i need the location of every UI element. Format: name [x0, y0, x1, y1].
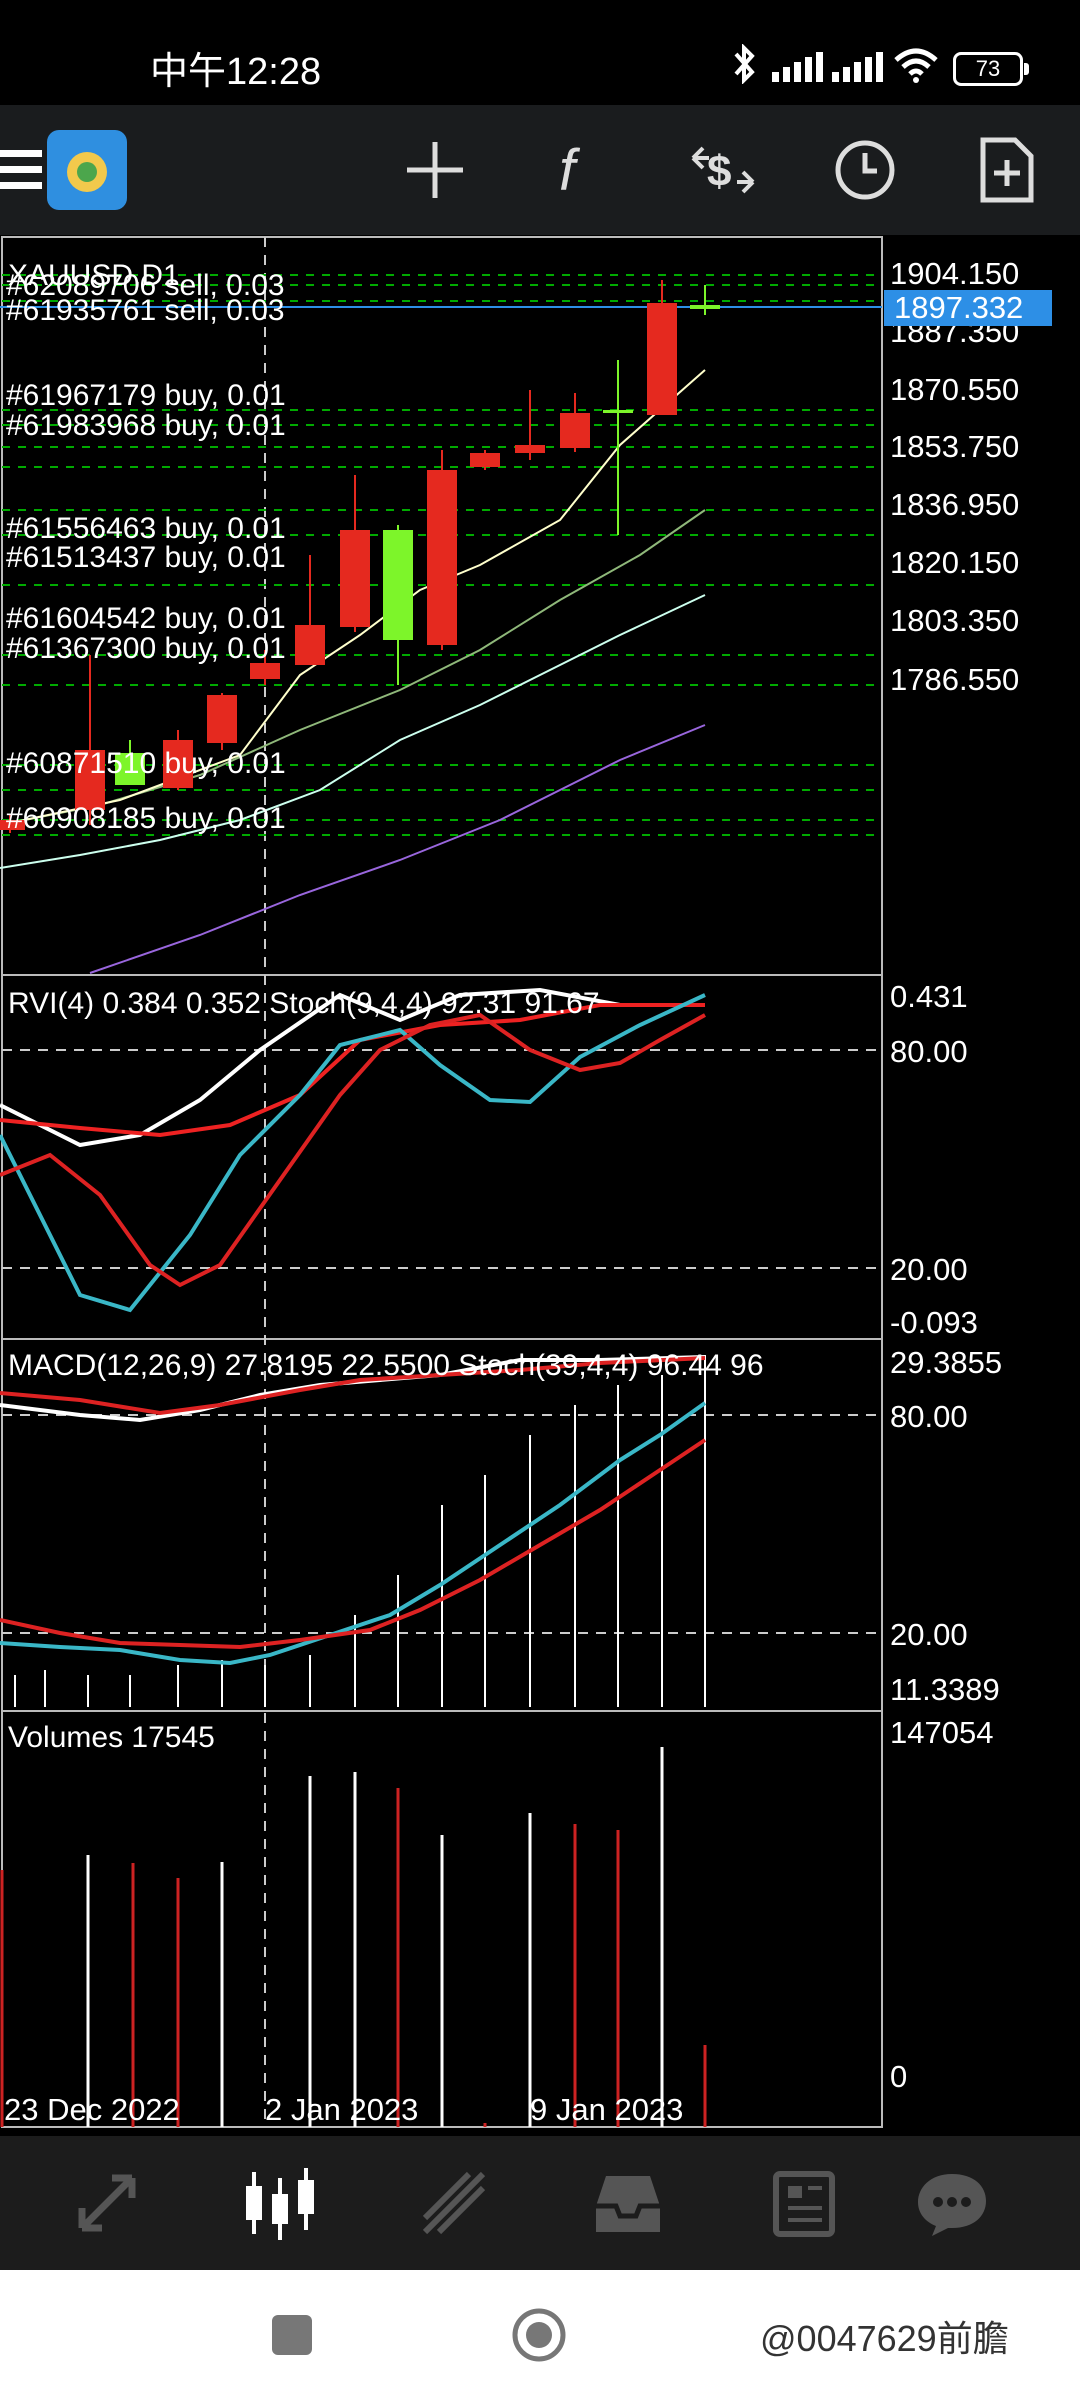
order-label: #61967179 buy, 0.01	[6, 379, 286, 412]
price-tick: 1904.150	[890, 256, 1019, 291]
rvi-tick: 20.00	[890, 1252, 968, 1287]
current-price-box	[884, 290, 1052, 326]
candle-body	[75, 750, 105, 810]
order-label: #60908185 buy, 0.01	[6, 802, 286, 835]
order-label: #61513437 buy, 0.01	[6, 541, 286, 574]
order-label: #61367300 buy, 0.01	[6, 632, 286, 665]
chat-icon[interactable]	[902, 2154, 1002, 2254]
price-tick: 1870.550	[890, 372, 1019, 407]
order-label: #61556463 buy, 0.01	[6, 512, 286, 545]
svg-text:f: f	[559, 138, 581, 202]
dollar-arrows-icon[interactable]: $	[680, 127, 766, 213]
toolbar: f $	[0, 105, 1080, 235]
macd-tick: 80.00	[890, 1399, 968, 1434]
candle-body	[340, 530, 370, 627]
battery-icon: 73	[953, 52, 1029, 86]
chart-area[interactable]: XAUUSD,D1 #62089706 sell, 0.03 #61935761 …	[0, 235, 1080, 2135]
volume-label: Volumes 17545	[8, 1721, 215, 1754]
x-axis-date: 9 Jan 2023	[530, 2092, 683, 2127]
candle-body	[115, 753, 145, 785]
candle-body	[0, 820, 25, 830]
order-label: #62089706 sell, 0.03	[6, 269, 285, 302]
android-nav-bar: @0047629前膽	[0, 2270, 1080, 2400]
macd-tick: 11.3389	[890, 1672, 1000, 1707]
macd-label: MACD(12,26,9) 27.8195 22.5500 Stoch(39,4…	[8, 1349, 764, 1382]
x-axis-date: 2 Jan 2023	[265, 2092, 418, 2127]
candle-body	[647, 303, 677, 415]
svg-text:$: $	[707, 147, 731, 196]
order-label: #61935761 sell, 0.03	[6, 294, 285, 327]
candle-body	[470, 453, 500, 467]
crosshair-icon[interactable]	[392, 127, 478, 213]
price-tick: 1853.750	[890, 429, 1019, 464]
price-tick: 1820.150	[890, 545, 1019, 580]
order-label: #61604542 buy, 0.01	[6, 602, 286, 635]
history-icon[interactable]	[578, 2154, 678, 2254]
price-tick: 1836.950	[890, 487, 1019, 522]
rvi-label: RVI(4) 0.384 0.352 Stoch(9,4,4) 92.31 91…	[8, 987, 600, 1020]
trade-icon[interactable]	[405, 2154, 505, 2254]
candle-body	[690, 305, 720, 309]
chart-icon[interactable]	[230, 2154, 330, 2254]
candle-body	[560, 413, 590, 448]
candle-body	[295, 625, 325, 665]
rvi-tick: -0.093	[890, 1305, 978, 1340]
price-tick: 1803.350	[890, 603, 1019, 638]
indicator-f-icon[interactable]: f	[533, 127, 619, 213]
signal-icon	[772, 52, 823, 82]
wifi-icon	[892, 46, 940, 84]
x-axis-date: 23 Dec 2022	[4, 2092, 180, 2127]
order-label: #60871510 buy, 0.01	[6, 747, 286, 780]
macd-tick: 29.3855	[890, 1345, 1002, 1380]
candle-body	[250, 663, 280, 679]
macd-tick: 20.00	[890, 1617, 968, 1652]
rvi-tick: 80.00	[890, 1034, 968, 1069]
watermark-text: @0047629前膽	[760, 2318, 1009, 2359]
price-chart[interactable]: XAUUSD,D1 #62089706 sell, 0.03#61935761 …	[0, 235, 1080, 2135]
candle-body	[427, 470, 457, 645]
signal-icon	[832, 52, 883, 82]
candle-body	[383, 530, 413, 640]
square-button-icon[interactable]	[272, 2315, 312, 2355]
order-label: #61983968 buy, 0.01	[6, 409, 286, 442]
candle-body	[207, 695, 237, 743]
home-circle-icon[interactable]	[511, 2307, 567, 2363]
price-tick: 1786.550	[890, 662, 1019, 697]
add-document-icon[interactable]	[964, 127, 1050, 213]
status-bar: 中午12:28 73	[0, 0, 1080, 105]
candle-body	[603, 410, 633, 413]
candle-body	[515, 445, 545, 453]
metatrader-logo-icon[interactable]	[44, 127, 130, 213]
news-icon[interactable]	[752, 2154, 852, 2254]
quotes-icon[interactable]	[58, 2154, 158, 2254]
bluetooth-icon	[730, 43, 760, 85]
volume-tick: 147054	[890, 1715, 993, 1750]
current-price-label: 1897.332	[894, 290, 1023, 325]
rvi-tick: 0.431	[890, 979, 968, 1014]
volume-tick: 0	[890, 2059, 907, 2094]
menu-icon[interactable]	[0, 127, 66, 213]
status-time: 中午12:28	[150, 51, 322, 93]
clock-icon[interactable]	[822, 127, 908, 213]
bottom-nav	[0, 2136, 1080, 2270]
symbol-label: XAUUSD,D1	[8, 259, 180, 292]
candle-body	[163, 740, 193, 788]
